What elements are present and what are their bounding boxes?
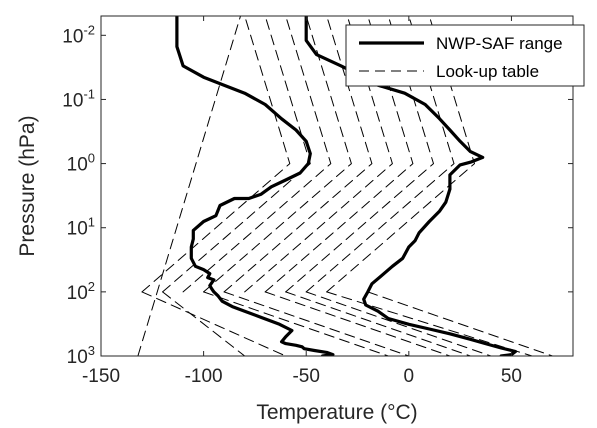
y-axis: 10-2 10-1 100 101 102 103 <box>62 22 573 368</box>
x-tick-label: 0 <box>404 366 415 387</box>
y-tick-label: 102 <box>67 279 95 304</box>
x-tick-label: 50 <box>501 366 522 387</box>
y-tick-label: 10-1 <box>62 86 95 111</box>
x-tick-label: -50 <box>292 366 319 387</box>
x-tick-label: -150 <box>82 366 120 387</box>
legend-box <box>345 24 585 87</box>
lookup-table-line-18 <box>326 291 533 356</box>
lookup-table-line-0 <box>137 16 241 356</box>
lookup-table-line-5 <box>223 16 373 293</box>
y-tick-label: 100 <box>67 151 95 176</box>
lookup-table-line-8 <box>285 16 434 293</box>
x-axis-title: Temperature (°C) <box>256 401 417 424</box>
lookup-table-line-13 <box>203 291 389 356</box>
y-tick-label: 10-2 <box>62 22 95 47</box>
nwp-saf-line-0 <box>175 16 335 356</box>
lookup-table-line-6 <box>244 16 393 293</box>
lookup-table-line-14 <box>223 291 410 356</box>
lookup-table-line-17 <box>305 291 492 356</box>
y-axis-title: Pressure (hPa) <box>16 115 39 256</box>
lookup-table-line-7 <box>264 16 414 293</box>
lookup-table-line-2 <box>162 16 311 293</box>
legend: NWP-SAF range Look-up table <box>345 24 585 87</box>
lookup-table-line-11 <box>162 291 246 356</box>
lookup-table-line-15 <box>264 291 451 356</box>
lookup-table-line-16 <box>285 291 471 356</box>
x-axis: -150 -100 -50 0 50 <box>82 16 522 387</box>
lookup-table-line-12 <box>141 291 287 356</box>
legend-entry-lookup: Look-up table <box>436 62 539 81</box>
x-tick-label: -100 <box>185 366 223 387</box>
lookup-table-line-19 <box>367 291 553 356</box>
y-tick-label: 103 <box>67 343 95 368</box>
lookup-table-line-10 <box>326 16 475 293</box>
lookup-table-lines <box>137 16 553 356</box>
lookup-table-line-3 <box>182 16 332 293</box>
legend-entry-nwp-saf: NWP-SAF range <box>436 34 563 53</box>
plot-frame <box>100 15 574 357</box>
nwp-saf-lines <box>175 16 518 356</box>
nwp-saf-line-1 <box>304 16 518 356</box>
y-tick-label: 101 <box>67 215 95 240</box>
lookup-table-line-4 <box>203 16 352 293</box>
lookup-table-line-9 <box>305 16 455 293</box>
